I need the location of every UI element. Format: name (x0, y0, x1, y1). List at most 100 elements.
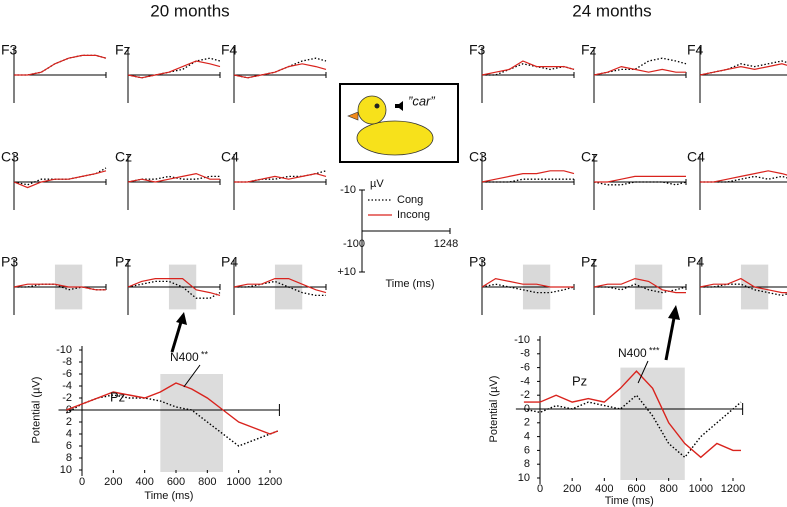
electrode-plot: F3 (469, 42, 575, 103)
y-tick-label: 0 (66, 404, 72, 416)
waveform (700, 170, 787, 183)
waveform (127, 172, 220, 183)
waveform (594, 283, 687, 294)
waveform (594, 175, 686, 183)
electrode-plot: Cz (581, 149, 687, 210)
electrode-label: Fz (581, 42, 597, 58)
y-tick-label: 2 (66, 416, 72, 428)
y-tick-label: 8 (66, 452, 72, 464)
y-tick-label: 6 (524, 444, 530, 456)
waveform (481, 60, 575, 76)
x-tick-label: 0 (537, 483, 543, 495)
waveform (234, 170, 327, 183)
electrode-plot: F3 (1, 42, 107, 103)
electrode-plot: C3 (469, 149, 575, 210)
waveform (14, 54, 107, 76)
electrode-label: F4 (221, 42, 238, 58)
electrode-plot: C4 (221, 149, 327, 210)
waveform (523, 394, 742, 459)
legend-label: Incong (397, 209, 430, 221)
x-tick-label: 400 (595, 483, 613, 495)
electrode-label: Pz (581, 254, 597, 270)
y-tick-label: 2 (524, 417, 530, 429)
waveform (66, 382, 279, 435)
waveform (699, 277, 787, 294)
x-axis-title: Time (ms) (605, 495, 654, 507)
electrode-plot: Fz (581, 42, 687, 103)
waveform (234, 172, 327, 183)
x-tick-label: 800 (659, 483, 677, 495)
stimulus-picture (339, 83, 459, 163)
x-tick-label: 800 (198, 476, 216, 488)
annotation-arrow (637, 360, 649, 384)
electrode-label: Fz (115, 42, 131, 58)
electrode-label: C3 (469, 149, 487, 165)
significance: *** (649, 345, 660, 355)
significance: ** (201, 349, 209, 359)
waveform (127, 280, 221, 299)
electrode-plot: C3 (1, 149, 107, 210)
electrode-plot: P4 (687, 254, 787, 315)
y-tick-label: -6 (62, 368, 72, 380)
electrode-plot: F4 (687, 42, 787, 103)
electrode-plot: Cz (115, 149, 221, 210)
analysis-window (620, 367, 685, 480)
y-tick-label: -10 (514, 334, 530, 346)
y-tick-label: 4 (524, 431, 530, 443)
waveform (481, 277, 574, 288)
electrode-plot: P3 (1, 254, 107, 315)
y-tick-label: 10 (518, 472, 530, 484)
x-tick-label: 400 (135, 476, 153, 488)
waveform (482, 63, 575, 76)
electrode-label: Pz (110, 389, 125, 404)
x-tick-label: 0 (79, 476, 85, 488)
electrode-label: F3 (469, 42, 486, 58)
electrode-plot: Fz (115, 42, 221, 103)
y-tick-label: -2 (520, 389, 530, 401)
scale-x-label: 1248 (434, 238, 458, 250)
x-tick-label: 200 (563, 483, 581, 495)
stimulus-word: ”car” (408, 93, 435, 108)
y-tick-label: -4 (520, 375, 530, 387)
waveform (700, 175, 787, 183)
electrode-label: F4 (687, 42, 704, 58)
waveform (233, 278, 327, 294)
electrode-label: P4 (687, 254, 704, 270)
electrode-label: P4 (221, 254, 238, 270)
y-axis-title: Potential (µV) (488, 376, 500, 443)
electrode-label: Cz (115, 149, 132, 165)
waveform (127, 60, 221, 79)
annotation: N400 (170, 350, 199, 364)
waveform (127, 278, 221, 296)
electrode-label: C4 (687, 149, 705, 165)
scale-y-label: +10 (337, 266, 356, 278)
waveform (14, 54, 107, 76)
electrode-plot: Pz (115, 254, 221, 315)
legend-label: Cong (397, 194, 423, 206)
panel-title: 24 months (572, 1, 651, 20)
x-tick-label: 1000 (226, 476, 250, 488)
y-axis-title: Potential (µV) (30, 377, 42, 444)
electrode-plot: P3 (469, 254, 575, 315)
scale-x-label: -100 (343, 238, 365, 250)
waveform (699, 60, 787, 76)
electrode-plot: Pz (581, 254, 687, 315)
waveform (13, 170, 107, 189)
waveform (699, 63, 787, 76)
scale-x-title: Time (ms) (385, 278, 434, 290)
analysis-window (160, 374, 223, 472)
pointer-arrow (170, 305, 680, 361)
annotation: N400 (618, 346, 647, 360)
electrode-plot: C4 (687, 149, 787, 210)
y-tick-label: -4 (62, 380, 72, 392)
waveform (233, 63, 327, 79)
annotation-arrow (183, 364, 201, 388)
scale-unit: µV (370, 178, 384, 190)
waveform (481, 170, 575, 183)
electrode-label: P3 (1, 254, 18, 270)
x-axis-title: Time (ms) (144, 490, 193, 502)
x-tick-label: 200 (104, 476, 122, 488)
y-tick-label: -8 (62, 356, 72, 368)
